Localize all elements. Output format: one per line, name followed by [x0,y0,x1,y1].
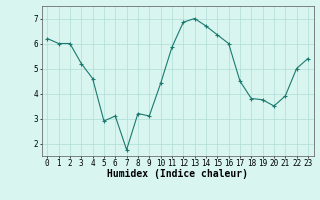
X-axis label: Humidex (Indice chaleur): Humidex (Indice chaleur) [107,169,248,179]
